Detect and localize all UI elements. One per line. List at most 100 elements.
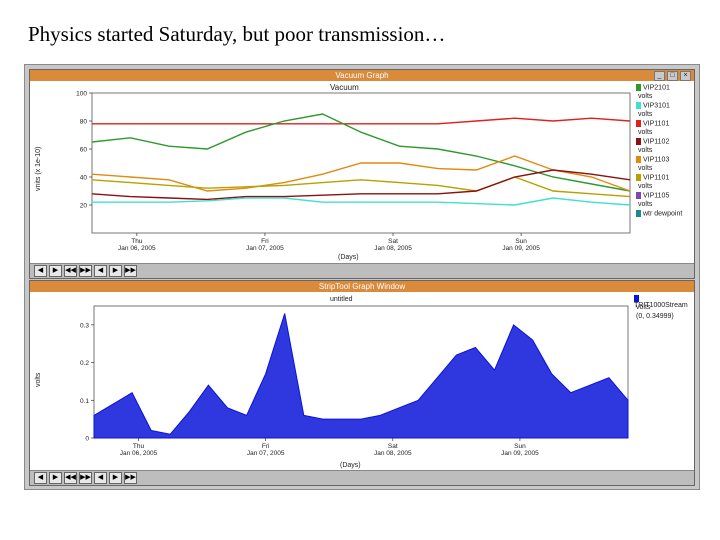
x-tick-date: Jan 06, 2005 [120,450,158,457]
legend-entry[interactable]: TRIT1000Stream [634,295,692,309]
legend-entry[interactable]: wtr dewpoint [636,210,682,217]
x-tick-date: Jan 08, 2005 [374,450,412,457]
zoom-in-button[interactable]: ▶ [109,472,122,484]
y-tick-label: 20 [80,203,88,210]
series-line-1 [91,113,631,192]
jump-start-button[interactable]: ◀◀ [64,265,77,277]
x-tick-day: Sun [515,238,527,245]
y-tick-label: 60 [80,147,88,154]
zoom-out-button[interactable]: ◀ [94,472,107,484]
x-tick-day: Sat [388,443,398,450]
legend-unit: volts [638,183,653,190]
x-tick-date: Jan 08, 2005 [374,245,412,252]
legend-swatch [636,138,641,145]
x-tick-date: Jan 07, 2005 [246,245,284,252]
legend-range: (0, 0.34999) [636,313,674,320]
striptool-toolbar: ◀ ▶ ◀◀ ▶▶ ◀ ▶ ▶▶ [30,470,694,485]
legend-label: wtr dewpoint [643,210,683,218]
legend-unit: volts [638,147,653,154]
vacuum-chart: Vacuum vnits (x 1e-10) (Days) 20 40 60 80 10… [35,83,631,261]
series-line-5 [92,197,631,206]
legend-entry[interactable]: VIP1102 [636,138,669,145]
legend-swatch [634,295,639,302]
legend-swatch [636,102,641,109]
legend-label: TRIT1000Stream [634,302,688,310]
legend-entry[interactable]: VIP1101 [636,120,669,127]
x-tick-day: Sat [388,238,398,245]
y-tick-label: 40 [80,175,88,182]
scroll-right-button[interactable]: ▶ [49,265,62,277]
vacuum-graph-titlebar[interactable]: Vacuum Graph _ □ × [30,70,694,81]
slide-title: Physics started Saturday, but poor trans… [28,22,446,46]
legend-unit: volts [638,111,653,118]
screenshot-frame: Vacuum Graph _ □ × Vacuum vnits (x 1e-10… [24,64,700,490]
legend-swatch [636,192,641,199]
striptool-window: StripTool Graph Window untitled volts (D… [29,280,695,486]
legend-entry[interactable]: VIP1101 [636,174,669,181]
maximize-button[interactable]: □ [667,71,678,81]
vacuum-toolbar: ◀ ▶ ◀◀ ▶▶ ◀ ▶ ▶▶ [30,263,694,278]
x-tick-day: Sun [514,443,526,450]
series-line-0 [92,117,631,125]
x-tick-date: Jan 07, 2005 [247,450,285,457]
scroll-right-button[interactable]: ▶ [49,472,62,484]
scroll-left-button[interactable]: ◀ [34,265,47,277]
scroll-left-button[interactable]: ◀ [34,472,47,484]
legend-entry[interactable]: VIP1105 [636,192,669,199]
zoom-out-button[interactable]: ◀ [94,265,107,277]
x-axis-label: (Days) [338,254,359,261]
legend-label: VIP1105 [643,192,670,200]
legend-swatch [636,174,641,181]
legend-label: VIP1103 [643,156,670,164]
x-tick-date: Jan 06, 2005 [118,245,156,252]
legend-label: VIP1101 [643,120,670,128]
y-tick-label: 80 [80,119,88,126]
x-tick-day: Fri [261,238,269,245]
chart-title: Vacuum [330,83,359,92]
striptool-title: StripTool Graph Window [318,282,406,291]
x-tick-date: Jan 09, 2005 [501,450,539,457]
y-tick-label: 0 [85,436,89,443]
y-tick-label: 0.3 [80,322,89,329]
legend-unit: volts [638,129,653,136]
close-button[interactable]: × [680,71,691,81]
zoom-in-button[interactable]: ▶ [109,265,122,277]
y-axis-label: vnits (x 1e-10) [35,147,42,191]
x-tick-day: Thu [133,443,145,450]
legend-label: VIP2101 [643,84,670,92]
legend-unit: volts [638,165,653,172]
legend-unit: volts [638,201,653,208]
series-line-4 [91,169,631,201]
x-tick-date: Jan 09, 2005 [502,245,540,252]
legend-entry[interactable]: VIP2101 [636,84,670,91]
window-controls: _ □ × [654,71,691,81]
play-button[interactable]: ▶▶ [124,265,137,277]
y-tick-label: 100 [76,91,87,98]
legend-label: VIP3101 [643,102,670,110]
striptool-titlebar[interactable]: StripTool Graph Window [30,281,694,292]
legend-unit: volts [636,304,651,311]
transmission-legend: TRIT1000Stream volts (0, 0.34999) [634,295,692,335]
legend-entry[interactable]: VIP1103 [636,156,669,163]
y-tick-label: 0.2 [80,360,89,367]
legend-swatch [636,156,641,163]
minimize-button[interactable]: _ [654,71,665,81]
play-button[interactable]: ▶▶ [124,472,137,484]
legend-entry[interactable]: VIP3101 [636,102,670,109]
vacuum-legend: VIP2101 volts VIP3101 volts VIP1101 volts VIP1… [636,84,694,234]
series-line-2 [91,155,631,192]
vacuum-graph-title: Vacuum Graph [335,71,389,80]
jump-end-button[interactable]: ▶▶ [79,265,92,277]
legend-swatch [636,120,641,127]
series-line-3 [91,176,631,198]
chart-title: untitled [330,296,353,303]
legend-label: VIP1102 [643,138,670,146]
y-axis-label: volts [35,372,42,387]
legend-swatch [636,84,641,91]
jump-end-button[interactable]: ▶▶ [79,472,92,484]
x-axis-label: (Days) [340,462,361,469]
x-tick-day: Fri [262,443,270,450]
vacuum-graph-window: Vacuum Graph _ □ × Vacuum vnits (x 1e-10… [29,69,695,279]
jump-start-button[interactable]: ◀◀ [64,472,77,484]
